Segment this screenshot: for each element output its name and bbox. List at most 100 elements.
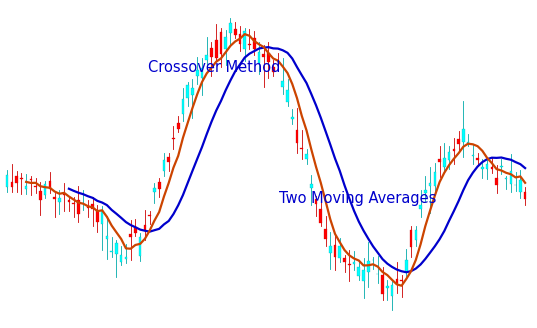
- Bar: [338, 246, 341, 258]
- Bar: [229, 23, 232, 33]
- Bar: [415, 230, 417, 240]
- Bar: [68, 200, 70, 202]
- Bar: [329, 246, 331, 253]
- Bar: [215, 40, 217, 58]
- Bar: [125, 257, 127, 259]
- Bar: [30, 179, 32, 180]
- Bar: [467, 142, 469, 143]
- Bar: [486, 164, 489, 169]
- Bar: [243, 31, 246, 50]
- Bar: [367, 261, 369, 272]
- Bar: [386, 286, 389, 288]
- Bar: [115, 243, 118, 254]
- Bar: [91, 204, 94, 209]
- Bar: [96, 211, 99, 222]
- Bar: [106, 236, 108, 239]
- Bar: [353, 262, 355, 264]
- Bar: [476, 158, 479, 160]
- Bar: [44, 184, 47, 195]
- Bar: [438, 159, 441, 161]
- Bar: [258, 52, 260, 63]
- Bar: [220, 31, 222, 54]
- Bar: [6, 175, 9, 187]
- Bar: [196, 71, 199, 76]
- Bar: [448, 152, 451, 160]
- Bar: [129, 234, 132, 237]
- Bar: [86, 206, 89, 208]
- Bar: [419, 205, 422, 209]
- Bar: [267, 53, 270, 62]
- Bar: [324, 229, 327, 239]
- Bar: [320, 209, 322, 223]
- Bar: [462, 129, 465, 141]
- Bar: [11, 182, 13, 187]
- Bar: [305, 154, 308, 159]
- Bar: [168, 157, 170, 162]
- Bar: [158, 182, 161, 189]
- Bar: [72, 203, 75, 204]
- Bar: [400, 280, 403, 281]
- Bar: [333, 245, 336, 257]
- Bar: [310, 184, 313, 188]
- Bar: [263, 53, 265, 57]
- Bar: [519, 180, 521, 192]
- Bar: [25, 186, 27, 189]
- Bar: [101, 210, 104, 224]
- Bar: [500, 166, 503, 167]
- Bar: [505, 178, 507, 179]
- Bar: [272, 68, 274, 72]
- Bar: [201, 68, 204, 78]
- Bar: [405, 260, 408, 272]
- Text: Two Moving Averages: Two Moving Averages: [279, 191, 437, 206]
- Bar: [39, 191, 42, 200]
- Bar: [296, 130, 299, 143]
- Bar: [234, 30, 236, 35]
- Bar: [253, 38, 256, 50]
- Bar: [510, 172, 512, 184]
- Bar: [16, 176, 18, 183]
- Bar: [301, 148, 303, 149]
- Bar: [153, 188, 156, 192]
- Bar: [224, 37, 227, 49]
- Bar: [391, 285, 394, 296]
- Bar: [77, 199, 79, 214]
- Bar: [20, 178, 23, 179]
- Bar: [458, 139, 460, 144]
- Bar: [143, 225, 146, 230]
- Bar: [120, 255, 122, 262]
- Bar: [396, 278, 398, 283]
- Bar: [210, 48, 213, 57]
- Bar: [182, 99, 184, 114]
- Bar: [139, 237, 141, 256]
- Text: Crossover Method: Crossover Method: [148, 60, 281, 75]
- Bar: [58, 198, 61, 202]
- Bar: [134, 227, 137, 233]
- Bar: [286, 90, 289, 102]
- Bar: [191, 88, 194, 95]
- Bar: [490, 167, 493, 169]
- Bar: [186, 85, 189, 98]
- Bar: [248, 44, 251, 45]
- Bar: [291, 116, 294, 119]
- Bar: [429, 183, 431, 186]
- Bar: [433, 172, 436, 186]
- Bar: [453, 149, 455, 151]
- Bar: [481, 168, 484, 169]
- Bar: [172, 138, 175, 139]
- Bar: [206, 55, 208, 60]
- Bar: [362, 270, 365, 281]
- Bar: [524, 192, 526, 199]
- Bar: [315, 199, 317, 204]
- Bar: [281, 81, 284, 87]
- Bar: [358, 267, 360, 276]
- Bar: [343, 258, 346, 262]
- Bar: [443, 158, 446, 167]
- Bar: [381, 275, 384, 294]
- Bar: [48, 181, 51, 189]
- Bar: [34, 186, 37, 187]
- Bar: [424, 190, 426, 194]
- Bar: [53, 197, 56, 198]
- Bar: [177, 123, 179, 129]
- Bar: [163, 160, 165, 171]
- Bar: [495, 178, 498, 185]
